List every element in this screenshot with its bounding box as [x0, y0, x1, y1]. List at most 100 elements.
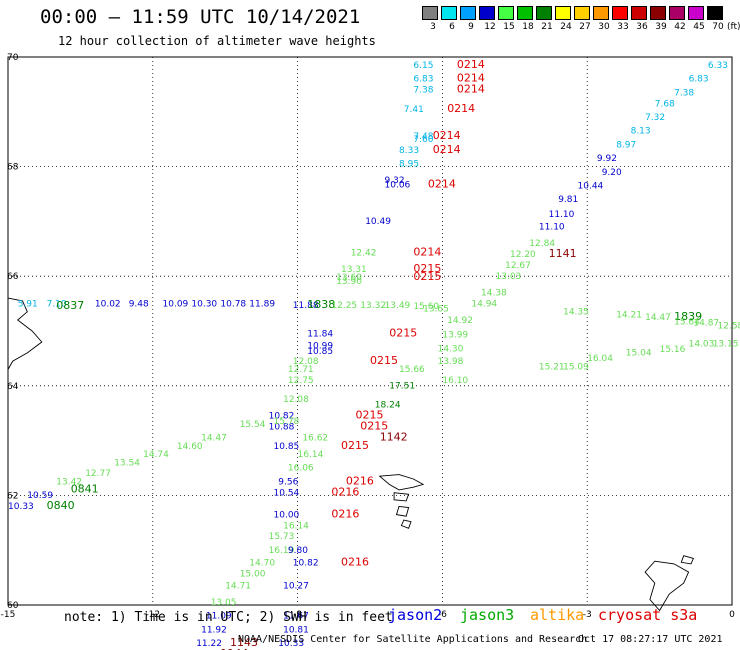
y-tick-label: 64: [7, 382, 19, 392]
wave-height-label: 13.98: [438, 357, 464, 367]
wave-height-label: 10.06: [385, 180, 411, 190]
y-tick-label: 60: [7, 601, 19, 611]
legend-swatch: [555, 6, 571, 20]
wave-height-label: 13.90: [336, 277, 362, 287]
wave-height-label: 14.30: [438, 344, 464, 354]
wave-height-label: 18.24: [375, 401, 401, 411]
coastline-faroe: [378, 474, 425, 491]
satellite-jason2: jason2: [388, 606, 443, 624]
wave-height-label: 10.88: [269, 423, 295, 433]
wave-height-label: 7.38: [413, 86, 433, 96]
wave-height-label: 6.83: [413, 75, 433, 85]
wave-height-label: 15.66: [399, 365, 425, 375]
legend-swatch: [574, 6, 590, 20]
y-tick-label: 70: [7, 53, 19, 63]
map-frame: [7, 56, 733, 606]
wave-height-label: 13.05: [211, 598, 237, 608]
wave-height-label: 14.71: [225, 582, 251, 592]
wave-height-label: 15.04: [626, 349, 652, 359]
wave-height-label: 0215: [413, 262, 441, 275]
wave-height-label: 10.02: [95, 299, 121, 309]
satellite-cryosat: cryosat s3a: [598, 606, 698, 624]
footer-note: note: 1) Time is in UTC; 2) SWH is in fe…: [64, 610, 393, 625]
wave-height-label: 12.58: [718, 321, 740, 331]
wave-height-label: 15.09: [563, 362, 589, 372]
wave-height-label: 10.82: [293, 559, 319, 569]
legend-label: 27: [579, 22, 591, 32]
legend-swatch: [536, 6, 552, 20]
wave-height-label: 14.21: [616, 310, 642, 320]
wave-height-label: 9.56: [278, 477, 298, 487]
wave-height-label: 15.21: [539, 362, 565, 372]
wave-height-label: 13.32: [360, 301, 386, 311]
wave-height-label: 13.03: [496, 272, 522, 282]
legend-label: 21: [541, 22, 553, 32]
wave-height-label: 12.84: [529, 239, 555, 249]
wave-height-label: 0840: [47, 499, 75, 512]
wave-height-label: 16.06: [288, 464, 314, 474]
coastline-shetland: [644, 560, 690, 612]
wave-height-label: 0215: [356, 409, 384, 422]
legend-label: 70: [712, 22, 724, 32]
wave-height-label: 9.80: [288, 546, 308, 556]
wave-height-label: 15.60: [413, 302, 439, 312]
x-tick-label: -3: [583, 610, 592, 620]
wave-height-label: 10.27: [283, 582, 309, 592]
legend-swatch: [498, 6, 514, 20]
wave-height-label: 0214: [457, 83, 485, 96]
wave-height-label: 0216: [331, 507, 359, 520]
timestamp-text: Oct 17 08:27:17 UTC 2021: [578, 634, 723, 645]
wave-height-label: 6.83: [689, 75, 709, 85]
legend-swatch: [669, 6, 685, 20]
wave-height-label: 0841: [71, 483, 99, 496]
legend-label: 24: [560, 22, 572, 32]
wave-height-label: 10.99: [307, 342, 333, 352]
legend-swatch: [593, 6, 609, 20]
legend-swatch: [460, 6, 476, 20]
coastline-shetland: [680, 555, 695, 565]
wave-height-label: 6.33: [708, 61, 728, 71]
wave-height-label: 14.87: [693, 319, 719, 329]
wave-height-label: 10.00: [274, 510, 300, 520]
x-tick-label: -6: [438, 610, 447, 620]
wave-height-label: 10.33: [8, 502, 34, 512]
wave-height-label: 13.42: [56, 477, 82, 487]
wave-height-label: 14.70: [249, 559, 275, 569]
legend-swatch: [517, 6, 533, 20]
x-tick-label: -12: [145, 610, 160, 620]
map-title: 00:00 – 11:59 UTC 10/14/2021: [40, 6, 361, 28]
wave-height-label: 1143: [230, 636, 258, 649]
legend-swatch: [422, 6, 438, 20]
wave-height-label: 0214: [447, 102, 475, 115]
wave-height-label: 11.89: [249, 299, 275, 309]
wave-height-label: 11.10: [539, 223, 565, 233]
wave-height-label: 0214: [457, 72, 485, 85]
wave-height-label: 1141: [549, 247, 577, 260]
wave-height-label: 11.88: [293, 301, 319, 311]
legend-swatch: [650, 6, 666, 20]
wave-height-label: 10.54: [274, 488, 300, 498]
wave-height-label: 15.00: [240, 570, 266, 580]
wave-height-label: 0214: [428, 177, 456, 190]
x-tick-label: 0: [729, 610, 735, 620]
x-tick-label: -15: [1, 610, 16, 620]
wave-height-label: 14.47: [645, 313, 671, 323]
wave-height-label: 10.82: [269, 412, 295, 422]
coastline-faroe: [395, 505, 410, 517]
wave-height-label: 8.33: [399, 146, 419, 156]
wave-height-label: 11.10: [549, 210, 575, 220]
legend-label: 39: [655, 22, 667, 32]
wave-height-label: 15.54: [240, 420, 266, 430]
wave-height-label: 16.14: [298, 450, 324, 460]
wave-height-label: 10.44: [578, 182, 604, 192]
wave-height-label: 11.22: [196, 639, 222, 649]
wave-height-label: 14.60: [177, 442, 203, 452]
wave-height-label: 0215: [360, 420, 388, 433]
wave-height-label: 7.60: [413, 135, 433, 145]
satellite-jason3: jason3: [460, 606, 515, 624]
legend-swatch: [441, 6, 457, 20]
y-tick-label: 62: [7, 491, 18, 501]
wave-height-label: 13.31: [341, 265, 367, 275]
wave-height-label: 15.78: [274, 417, 300, 427]
